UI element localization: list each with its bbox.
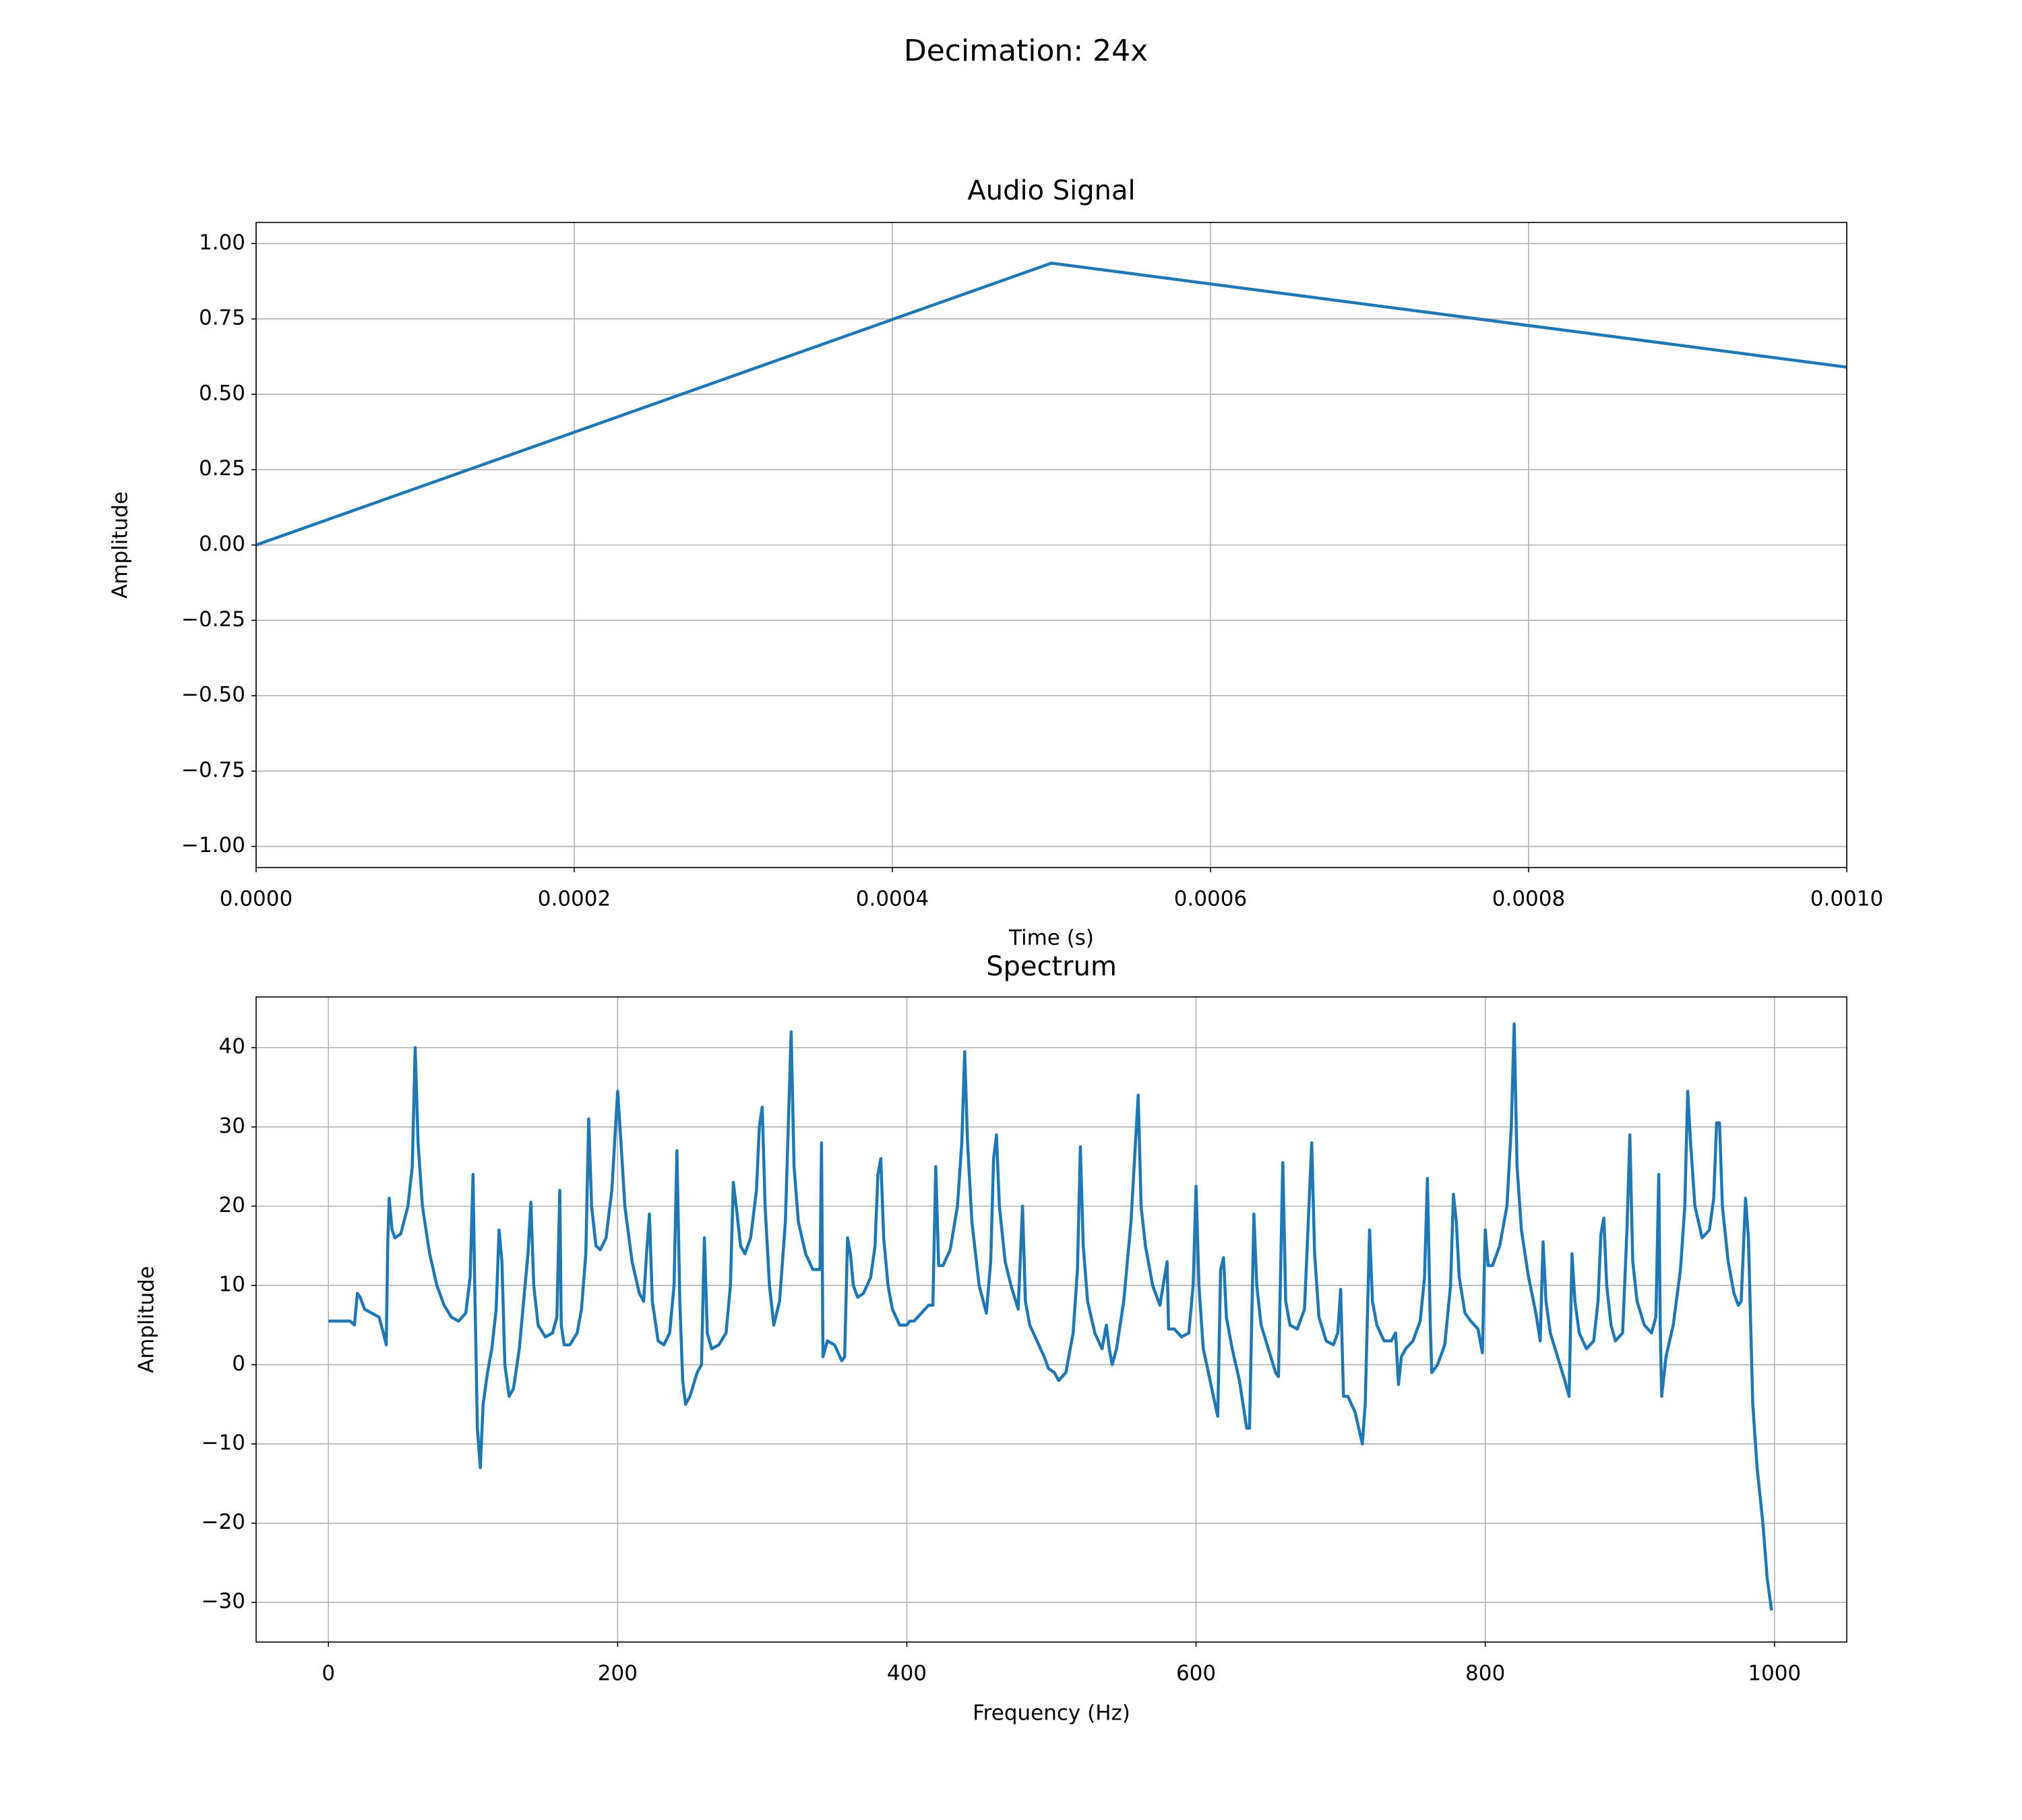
y-tick-label: 40 [219,1035,245,1059]
data-line [256,262,1847,547]
x-axis-label: Time (s) [1008,926,1094,950]
data-line [328,1022,1773,1611]
y-tick-label: −1.00 [181,833,245,857]
y-tick-label: 20 [219,1193,245,1217]
y-tick-label: −30 [202,1589,245,1614]
chart-title: Audio Signal [967,175,1135,206]
x-tick-label: 0.0010 [1810,887,1883,911]
x-tick-label: 800 [1465,1662,1505,1686]
x-tick-label: 0.0004 [856,887,929,911]
x-tick-label: 1000 [1748,1662,1801,1686]
x-tick-label: 0.0008 [1492,887,1565,911]
axes-frame [255,996,1847,1643]
chart-title: Spectrum [986,951,1117,982]
x-tick-label: 0.0000 [220,887,293,911]
y-axis-label: Amplitude [109,491,133,599]
y-tick-label: 0 [232,1352,245,1376]
y-tick-label: −0.75 [181,758,245,782]
x-tick-label: 200 [598,1662,638,1686]
y-tick-label: 10 [219,1272,245,1296]
y-tick-label: −0.25 [181,607,245,632]
y-tick-label: −20 [202,1510,245,1534]
y-tick-label: 0.00 [199,532,245,556]
y-tick-label: 30 [219,1114,245,1138]
x-tick-label: 0 [321,1662,335,1686]
x-axis-label: Frequency (Hz) [973,1701,1130,1726]
x-tick-label: 600 [1176,1662,1216,1686]
y-tick-label: −0.50 [181,683,245,707]
y-tick-label: 0.75 [199,306,245,330]
x-tick-label: 0.0002 [538,887,611,911]
figure-title: Decimation: 24x [904,34,1148,68]
x-tick-label: 0.0006 [1174,887,1247,911]
y-tick-label: 1.00 [199,231,245,255]
axes-frame [255,222,1847,868]
y-tick-label: 0.50 [199,381,245,405]
x-tick-label: 400 [887,1662,927,1686]
y-tick-label: −10 [202,1431,245,1455]
y-tick-label: 0.25 [199,456,245,481]
y-axis-label: Amplitude [135,1266,159,1373]
